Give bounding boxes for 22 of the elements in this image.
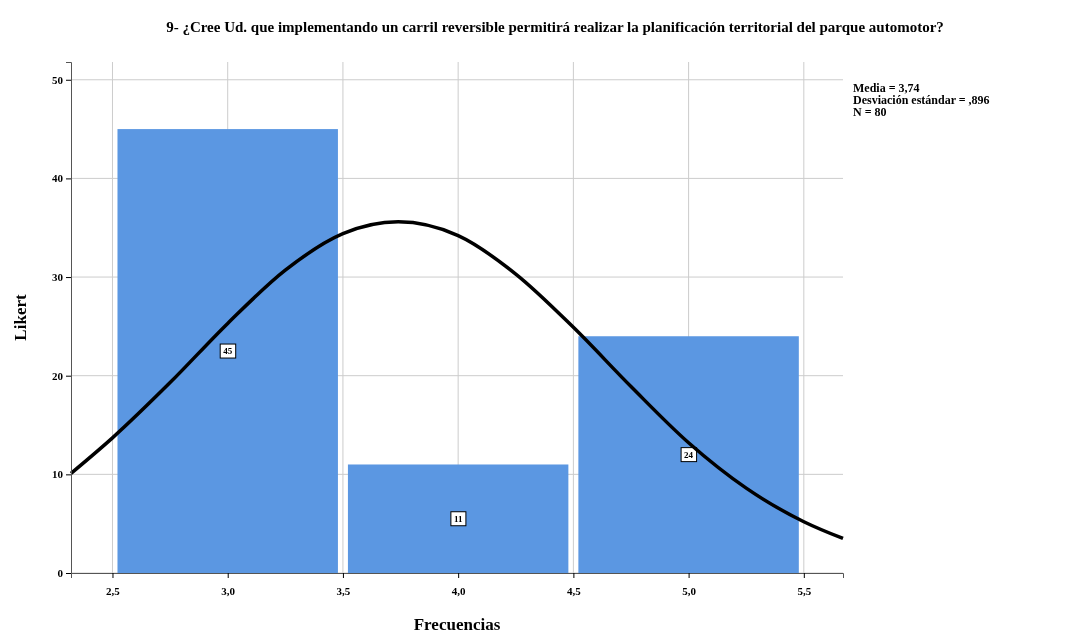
y-tick-label: 10 xyxy=(52,468,64,481)
y-tick-label: 50 xyxy=(52,73,64,86)
y-tick-label: 30 xyxy=(52,271,64,284)
text: N = 80 xyxy=(853,105,887,119)
data-label: 11 xyxy=(453,513,463,524)
text: Desviación estándar = ,896 xyxy=(853,93,990,107)
x-tick-label: 3,0 xyxy=(221,585,236,598)
x-tick-label: 3,5 xyxy=(336,585,351,598)
x-tick-label: 4,0 xyxy=(451,585,467,598)
data-label: 24 xyxy=(684,449,694,460)
y-axis-title: Likert xyxy=(11,294,30,341)
y-tick-label: 0 xyxy=(57,567,64,580)
chart-title: 9- ¿Cree Ud. que implementando un carril reversible permitirá realizar la planificación territorial del parque automotor? xyxy=(166,19,944,35)
y-tick-label: 40 xyxy=(52,172,64,185)
text: Media = 3,74 xyxy=(853,81,920,95)
data-label: 45 xyxy=(223,346,233,357)
x-tick-label: 5,5 xyxy=(797,585,812,598)
y-tick-label: 20 xyxy=(52,369,64,382)
x-tick-label: 5,0 xyxy=(682,585,697,598)
x-tick-label: 4,5 xyxy=(567,585,582,598)
x-tick-label: 2,5 xyxy=(106,585,121,598)
x-axis-title: Frecuencias xyxy=(413,615,501,634)
